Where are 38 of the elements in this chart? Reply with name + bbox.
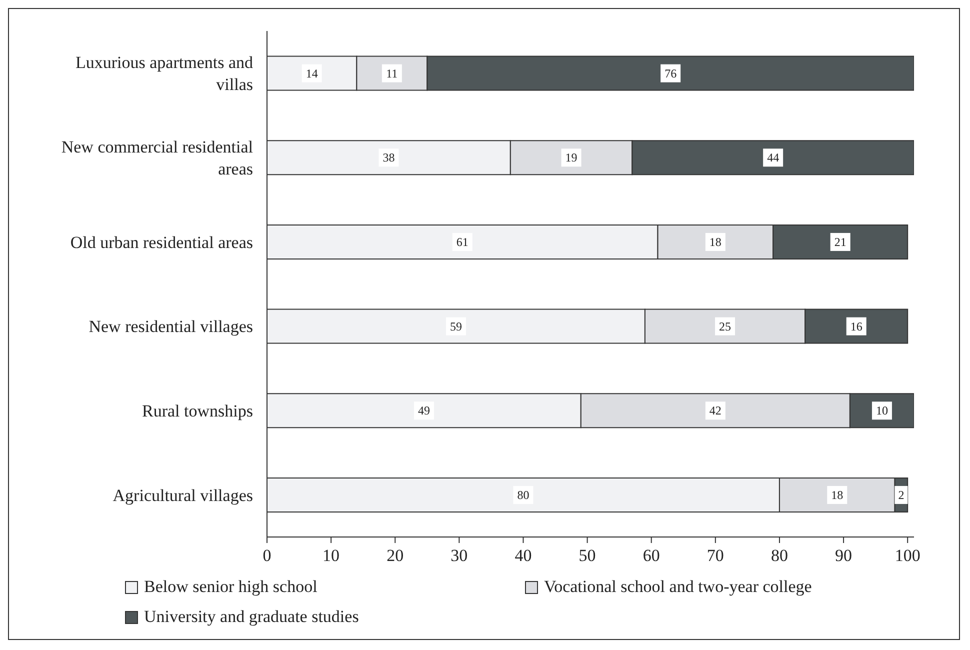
x-tick-label: 60 [642, 546, 660, 566]
data-label: 18 [709, 234, 722, 249]
x-tick-label: 10 [322, 546, 340, 566]
data-label: 61 [456, 234, 468, 249]
data-label: 16 [850, 319, 862, 334]
data-label: 11 [386, 66, 398, 80]
data-label: 2 [898, 488, 904, 502]
data-label: 38 [382, 150, 395, 165]
data-label: 76 [664, 66, 677, 80]
legend-label: Vocational school and two-year college [544, 577, 812, 597]
data-label: 21 [834, 234, 846, 249]
data-label: 19 [565, 150, 578, 165]
y-tick-label: Rural townships [142, 401, 253, 420]
x-tick-label: 20 [386, 546, 404, 566]
data-label: 42 [709, 404, 722, 418]
y-tick-label: Luxurious apartments and villas [75, 52, 254, 94]
x-tick-label: 30 [450, 546, 468, 566]
x-tick-label: 90 [835, 546, 852, 566]
data-label: 10 [876, 404, 888, 418]
x-tick-label: 70 [706, 546, 724, 566]
y-tick-label: Agricultural villages [112, 485, 253, 504]
data-label: 44 [767, 150, 780, 165]
x-tick-label: 100 [894, 546, 920, 566]
data-label: 49 [418, 404, 430, 418]
x-tick-label: 0 [262, 546, 272, 566]
data-label: 25 [719, 319, 732, 334]
data-label: 80 [517, 488, 530, 502]
y-tick-label: New residential villages [88, 316, 253, 336]
x-tick-label: 40 [514, 546, 532, 566]
legend-label: University and graduate studies [144, 607, 359, 627]
data-label: 14 [306, 66, 318, 80]
data-label: 18 [831, 488, 844, 502]
y-tick-label: New commercial residential areas [61, 137, 254, 178]
x-tick-label: 50 [578, 546, 596, 566]
data-label: 59 [450, 319, 462, 334]
y-tick-label: Old urban residential areas [70, 232, 253, 252]
x-tick-label: 80 [770, 546, 788, 566]
legend-label: Below senior high school [144, 577, 318, 597]
